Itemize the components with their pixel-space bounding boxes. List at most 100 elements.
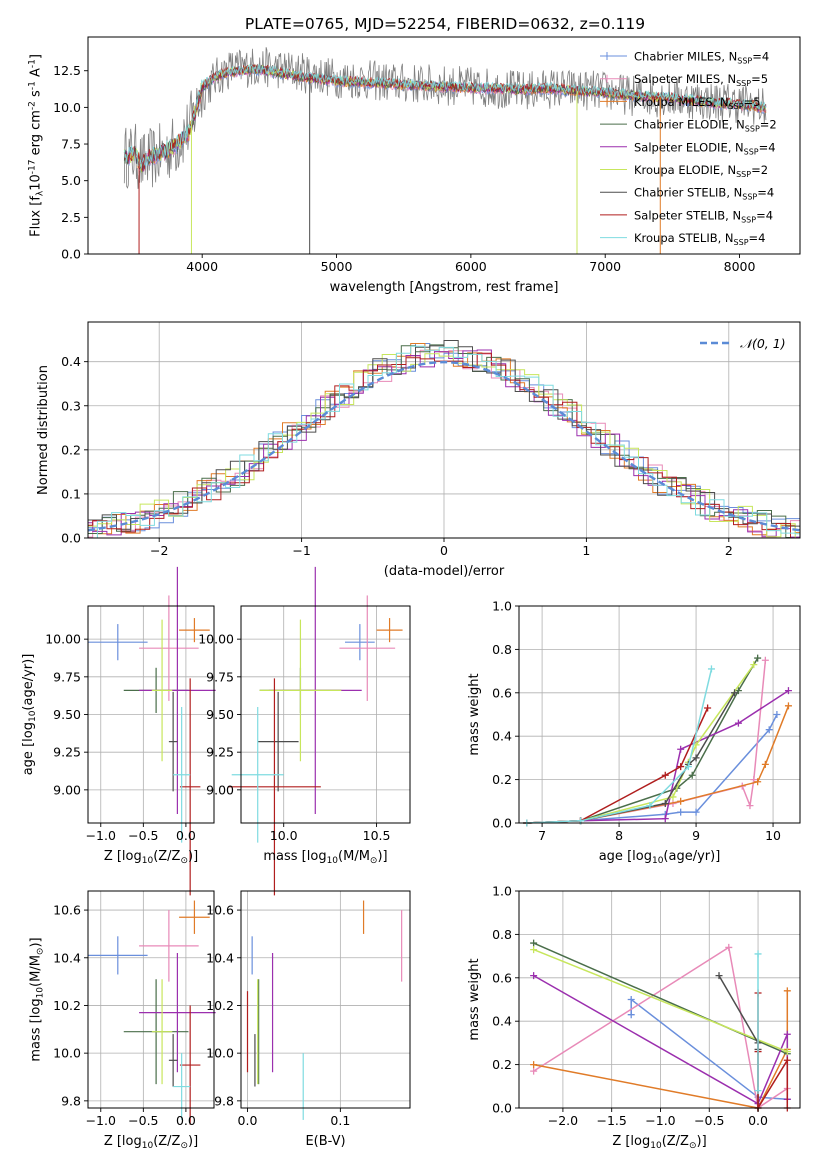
x-tick-label: −0.5 <box>128 1113 158 1128</box>
x-axis-label: age [log10(age/yr)] <box>599 849 721 866</box>
errorbar-point-salp_miles <box>139 595 199 701</box>
weight-marker-chab_stelib <box>715 972 723 980</box>
errorbar-point-krou_elodie <box>151 979 173 1085</box>
weight-marker-krou_miles <box>754 778 762 786</box>
x-axis-label: (data-model)/error <box>384 564 505 579</box>
x-axis-label: Z [log10(Z/Z⊙)] <box>612 1134 706 1151</box>
y-tick-label: 0.2 <box>492 1057 512 1072</box>
weight-marker-salp_stelib <box>783 1056 791 1064</box>
errorbar-point-krou_elodie <box>151 619 173 762</box>
age_vs_Z-frame: −1.0 −0.5 0.0 9.00 9.25 9.50 9.75 10.00 Z [log10… <box>21 605 215 866</box>
errorbar-point-chab_miles <box>345 624 375 661</box>
weight_vs_age-series <box>523 654 792 827</box>
histogram-chab_miles <box>88 343 800 538</box>
weight_vs_Z-series <box>530 939 791 1112</box>
weight-marker-krou_elodie <box>750 661 758 669</box>
weight-marker-chab_miles <box>773 711 781 718</box>
y-tick-label: 10.6 <box>206 903 234 918</box>
errorbar-point-chab_miles <box>88 624 148 661</box>
weight-marker-chab_miles <box>677 808 685 816</box>
weight-marker-chab_miles <box>627 996 635 1003</box>
age_vs_mass-points <box>228 566 403 896</box>
y-tick-label: 0.4 <box>492 729 512 744</box>
mass_vs_ebv-points <box>246 900 403 1120</box>
weight-marker-salp_miles <box>750 776 758 784</box>
histogram-chab_stelib <box>88 340 800 534</box>
x-tick-label: −0.5 <box>128 828 158 843</box>
x-tick-label: 7 <box>538 828 546 843</box>
y-tick-label: 10.00 <box>45 632 81 647</box>
weight-marker-krou_stelib <box>684 763 692 771</box>
weight-marker-krou_elodie <box>530 946 538 954</box>
legend-label-salp_elodie: Salpeter ELODIE, NSSP=4 <box>634 140 776 156</box>
errorbar-point-krou_miles <box>179 900 210 934</box>
x-tick-label: −2 <box>150 543 168 558</box>
legend-label-chab_stelib: Chabrier STELIB, NSSP=4 <box>634 186 774 202</box>
weight-marker-salp_stelib <box>677 763 685 771</box>
y-tick-label: 9.00 <box>206 782 234 797</box>
weight-marker-krou_elodie <box>783 1048 791 1056</box>
weight-marker-salp_elodie <box>530 972 538 980</box>
gaussian-reference-curve <box>88 360 800 532</box>
y-axis-label: age [log10(age/yr)] <box>21 654 38 776</box>
errorbar-point-salp_miles <box>139 910 199 982</box>
legend-label-chab_elodie: Chabrier ELODIE, NSSP=2 <box>634 118 777 134</box>
weight-marker-krou_stelib <box>707 665 715 673</box>
y-tick-label: 9.25 <box>53 745 81 760</box>
y-tick-label: 2.5 <box>61 210 81 225</box>
y-tick-label: 0.8 <box>492 642 512 657</box>
x-tick-label: 0.0 <box>176 828 196 843</box>
legend-label-gaussian: 𝒩(0, 1) <box>740 336 786 351</box>
x-tick-label: 0.1 <box>330 1113 350 1128</box>
age_vs_mass-axes <box>241 606 410 823</box>
errorbar-point-salp_elodie <box>139 566 216 814</box>
weight-marker-chab_stelib <box>692 754 700 762</box>
x-tick-label: −0.5 <box>694 1113 724 1128</box>
legend-label-salp_stelib: Salpeter STELIB, NSSP=4 <box>634 208 773 224</box>
x-tick-label: 0 <box>440 543 448 558</box>
panels-layer: 4000 5000 6000 7000 80000.02.55.07.510.012.5… <box>21 36 801 1151</box>
errorbar-point-chab_stelib <box>168 1034 178 1087</box>
axes-frame <box>518 605 801 824</box>
x-tick-label: 2 <box>725 543 733 558</box>
y-tick-label: 1.0 <box>492 599 512 614</box>
y-tick-label: 9.50 <box>206 707 234 722</box>
y-axis-label: Normed distribution <box>36 365 51 495</box>
weight-marker-salp_elodie <box>677 745 685 753</box>
age_vs_mass-frame: 10.0 10.5 9.00 9.25 9.50 9.75 10.00 mass [log10… <box>198 605 411 866</box>
y-tick-label: 0.0 <box>492 1101 512 1116</box>
legend-label-salp_miles: Salpeter MILES, NSSP=5 <box>634 72 768 88</box>
x-tick-label: 10.5 <box>363 828 391 843</box>
weight-marker-krou_miles <box>677 797 685 805</box>
weight-marker-salp_elodie <box>783 1030 791 1038</box>
errorbar-point-salp_stelib <box>179 1005 201 1125</box>
weight-marker-chab_stelib <box>661 799 669 807</box>
weight-marker-krou_stelib <box>754 950 762 958</box>
y-axis-label: mass weight <box>467 673 482 755</box>
mass_vs_Z-points <box>88 900 216 1125</box>
weight_vs_age-frame: 7 8 9 10 0.0 0.2 0.4 0.6 0.8 1.0 age [log10(age/yr… <box>467 599 801 866</box>
weight-marker-krou_stelib <box>646 802 654 810</box>
errorbar-point-salp_elodie <box>139 953 216 1073</box>
errorbar-point-salp_stelib <box>179 678 201 896</box>
x-tick-label: 7000 <box>589 259 621 274</box>
weight-marker-krou_miles <box>784 702 792 710</box>
histogram-salp_stelib <box>88 352 800 538</box>
x-axis-label: mass [log10(M/M⊙)] <box>263 849 387 866</box>
residual_hist-frame: −2 −1 0 1 2 0.0 0.1 0.2 0.3 0.4 (data-model)/error… <box>36 321 801 579</box>
y-tick-label: 9.50 <box>53 707 81 722</box>
age_vs_Z-axes <box>88 606 214 823</box>
y-tick-label: 0.2 <box>61 442 81 457</box>
weight-marker-salp_elodie <box>734 719 742 727</box>
errorbar-point-krou_elodie <box>259 619 342 762</box>
weight-marker-salp_miles <box>746 802 754 810</box>
errorbar-point-krou_stelib <box>231 706 284 843</box>
errorbar-point-krou_miles <box>376 618 403 643</box>
y-tick-label: 0.6 <box>492 685 512 700</box>
axes-frame <box>240 890 411 1109</box>
spectrum-legend: Chabrier MILES, NSSP=4 Salpeter MILES, NS… <box>600 50 777 247</box>
x-tick-label: −1 <box>292 543 310 558</box>
weight-line-chab_elodie <box>526 657 759 824</box>
x-tick-label: 9 <box>692 828 700 843</box>
